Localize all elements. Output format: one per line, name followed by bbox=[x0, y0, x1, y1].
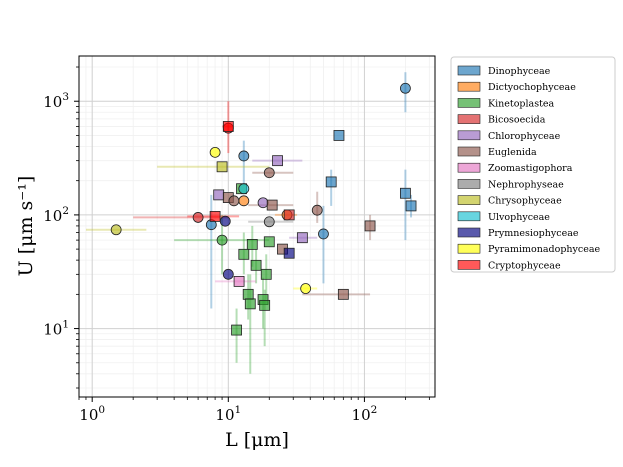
square-marker bbox=[213, 189, 225, 201]
legend-frame bbox=[450, 56, 616, 273]
square-marker bbox=[238, 248, 250, 260]
square-marker bbox=[283, 209, 295, 221]
square-marker bbox=[231, 324, 242, 336]
square-marker bbox=[325, 176, 337, 188]
circle-marker bbox=[238, 150, 250, 162]
legend-swatch bbox=[457, 260, 481, 270]
square-marker bbox=[266, 199, 278, 211]
square-marker bbox=[399, 187, 411, 199]
legend-label: Prymnesiophyceae bbox=[488, 228, 579, 239]
circle-marker bbox=[110, 224, 122, 236]
square-marker bbox=[250, 259, 262, 271]
circle-marker bbox=[263, 216, 275, 228]
square-marker bbox=[246, 239, 258, 250]
square-marker bbox=[244, 298, 256, 310]
square-marker bbox=[260, 268, 272, 280]
circle-marker bbox=[238, 195, 250, 207]
circle-marker bbox=[222, 268, 234, 280]
legend-swatch bbox=[457, 227, 481, 238]
legend-swatch bbox=[457, 114, 481, 124]
x-tick-label: 101 bbox=[215, 404, 241, 424]
legend-label: Ulvophyceae bbox=[488, 212, 550, 223]
square-marker bbox=[364, 220, 376, 232]
square-marker bbox=[283, 247, 295, 259]
square-marker bbox=[209, 211, 221, 222]
circle-marker bbox=[216, 234, 228, 246]
x-tick-label: 100 bbox=[79, 404, 105, 424]
legend-label: Chlorophyceae bbox=[488, 131, 561, 142]
y-tick-label: 102 bbox=[43, 205, 69, 225]
legend-label: Dictyochophyceae bbox=[488, 82, 576, 93]
minor-gridlines bbox=[78, 56, 435, 397]
circle-marker bbox=[399, 82, 411, 94]
legend-label: Kinetoplastea bbox=[488, 98, 555, 109]
plot-frame bbox=[78, 55, 436, 398]
circle-marker bbox=[192, 212, 204, 223]
legend: Dinophyceae Dictyochophyceae Kinetoplastea… bbox=[450, 56, 616, 273]
legend-label: Cryptophyceae bbox=[488, 260, 561, 271]
axis-ticks bbox=[74, 66, 430, 402]
y-tick-label: 101 bbox=[43, 319, 69, 339]
circle-marker bbox=[238, 183, 250, 195]
legend-label: Chrysophyceae bbox=[488, 196, 562, 207]
square-marker bbox=[296, 232, 308, 244]
square-marker bbox=[259, 299, 271, 311]
square-marker bbox=[272, 155, 283, 167]
square-marker bbox=[337, 288, 349, 300]
square-marker bbox=[222, 121, 234, 132]
legend-swatch bbox=[457, 98, 481, 108]
legend-swatch bbox=[457, 211, 481, 222]
circle-marker bbox=[228, 195, 240, 207]
circle-marker bbox=[318, 228, 329, 240]
square-marker bbox=[242, 288, 254, 300]
legend-swatch bbox=[457, 81, 481, 92]
y-tick-label: 103 bbox=[43, 91, 69, 111]
data-markers bbox=[110, 82, 417, 336]
circle-marker bbox=[300, 283, 312, 294]
legend-label: Pyramimonadophyceae bbox=[488, 244, 600, 255]
square-marker bbox=[405, 200, 417, 212]
circle-marker bbox=[257, 197, 269, 209]
legend-label: Dinophyceae bbox=[488, 66, 551, 77]
circle-marker bbox=[263, 167, 275, 179]
legend-swatch bbox=[457, 130, 481, 141]
tick-labels: 100 101 102 101 102 103 bbox=[43, 91, 377, 424]
legend-swatch bbox=[457, 179, 481, 189]
legend-swatch bbox=[457, 195, 481, 205]
legend-label: Bicosoecida bbox=[488, 115, 546, 126]
circle-marker bbox=[219, 215, 231, 227]
square-marker bbox=[233, 275, 245, 287]
legend-swatch bbox=[457, 146, 481, 157]
x-axis-label: L [μm] bbox=[225, 429, 289, 451]
major-gridlines bbox=[79, 56, 435, 397]
x-tick-label: 102 bbox=[352, 404, 378, 424]
legend-label: Nephrophyseae bbox=[488, 179, 564, 190]
circle-marker bbox=[209, 146, 221, 158]
legend-label: Euglenida bbox=[488, 147, 537, 158]
square-marker bbox=[263, 236, 275, 248]
square-marker bbox=[333, 130, 345, 141]
square-marker bbox=[216, 161, 228, 173]
legend-label: Zoomastigophora bbox=[488, 163, 573, 174]
legend-swatch bbox=[457, 162, 481, 173]
circle-marker bbox=[311, 204, 323, 216]
legend-swatch bbox=[457, 243, 481, 254]
y-axis-label: U [μm s⁻¹] bbox=[15, 176, 37, 277]
legend-swatch bbox=[457, 65, 481, 76]
plot-background bbox=[79, 56, 435, 397]
